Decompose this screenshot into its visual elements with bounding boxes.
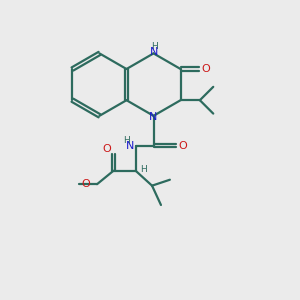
Text: H: H	[140, 165, 146, 174]
Text: H: H	[151, 42, 158, 51]
Text: O: O	[103, 144, 111, 154]
Text: N: N	[150, 47, 158, 57]
Text: O: O	[178, 140, 187, 151]
Text: N: N	[149, 112, 157, 122]
Text: O: O	[201, 64, 210, 74]
Text: O: O	[82, 179, 91, 189]
Text: H: H	[123, 136, 130, 145]
Text: N: N	[126, 140, 134, 151]
